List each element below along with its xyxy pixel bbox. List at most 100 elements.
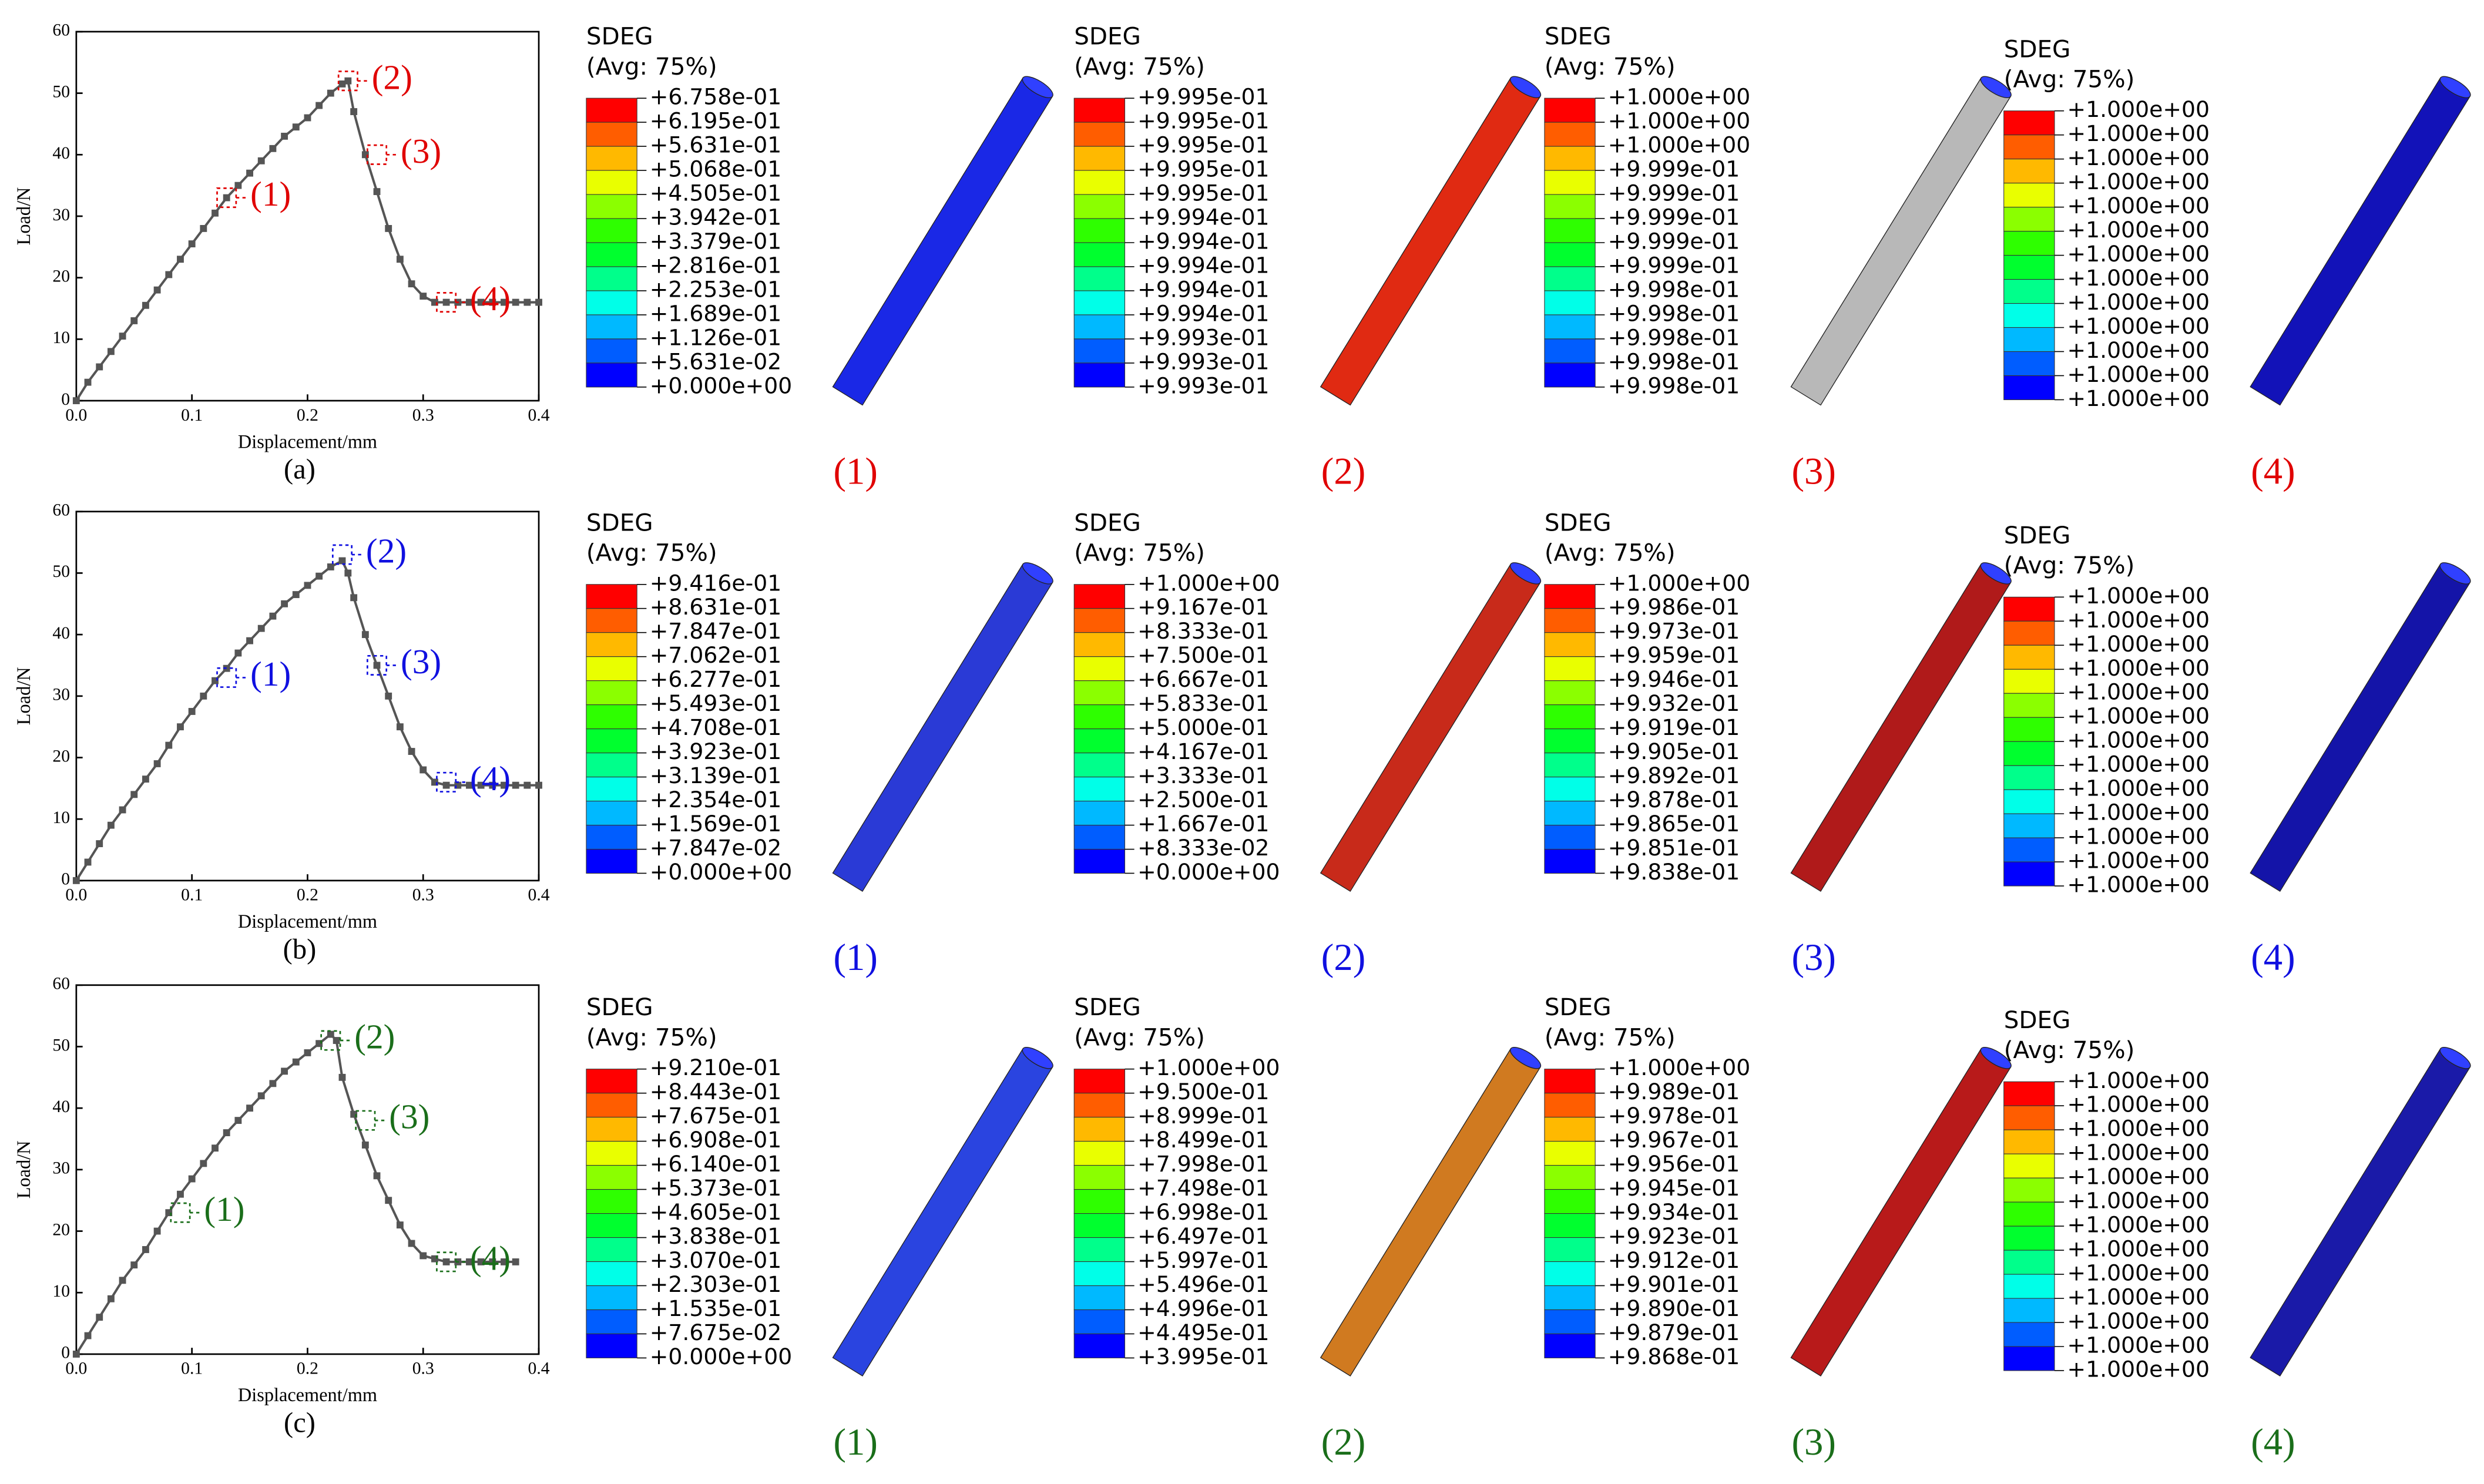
data-marker: [246, 169, 253, 177]
legend-swatch: [1073, 777, 1126, 802]
legend-level: +9.956e-01: [1608, 1151, 1740, 1177]
y-tick-label: 60: [52, 501, 70, 520]
data-marker: [142, 775, 149, 783]
legend-level: +1.000e+00: [1137, 570, 1280, 596]
data-marker: [408, 748, 415, 755]
legend-level: +5.000e-01: [1137, 714, 1270, 740]
data-marker: [200, 224, 207, 232]
legend-swatch: [1073, 362, 1126, 388]
legend-level: +1.000e+00: [2067, 679, 2210, 705]
legend-swatch: [2003, 1153, 2055, 1179]
y-tick-label: 10: [52, 328, 70, 347]
data-marker: [315, 102, 323, 109]
legend-swatch: [1073, 704, 1126, 730]
legend-level: +4.708e-01: [650, 714, 782, 740]
legend-title: SDEG: [2004, 1006, 2071, 1034]
data-marker: [188, 1175, 196, 1183]
y-tick-label: 20: [52, 1220, 70, 1239]
panel-label: (4): [2251, 450, 2295, 492]
legend-level: +6.998e-01: [1137, 1199, 1270, 1225]
data-marker: [292, 591, 300, 599]
legend-level: +5.496e-01: [1137, 1271, 1270, 1297]
legend-level: +1.667e-01: [1137, 811, 1270, 837]
legend-level: +9.999e-01: [1608, 229, 1740, 254]
legend-level: +1.000e+00: [2067, 313, 2210, 339]
legend-swatch: [1544, 290, 1596, 315]
legend-level: +3.379e-01: [650, 229, 782, 254]
legend-swatch: [2003, 789, 2055, 814]
x-axis-label: Displacement/mm: [238, 911, 377, 932]
data-marker: [338, 557, 346, 565]
legend-level: +1.000e+00: [2067, 1332, 2210, 1358]
panel-label: (4): [2251, 936, 2295, 978]
legend-swatch: [1544, 170, 1596, 195]
data-marker: [338, 80, 346, 88]
legend-level: +9.890e-01: [1608, 1295, 1740, 1321]
legend-level: +6.667e-01: [1137, 666, 1270, 692]
legend-swatch: [2003, 303, 2055, 328]
tube-body: [832, 77, 1053, 406]
data-marker: [408, 280, 415, 288]
data-line: [75, 559, 539, 881]
legend-level: +4.495e-01: [1137, 1320, 1270, 1345]
data-marker: [292, 123, 300, 131]
legend-level: +1.000e+00: [2067, 1212, 2210, 1238]
legend-swatch: [586, 801, 637, 826]
legend-level: +1.000e+00: [1608, 1055, 1751, 1080]
legend-swatch: [2003, 159, 2055, 184]
x-axis-label: Displacement/mm: [238, 431, 377, 452]
legend-swatch: [586, 338, 637, 364]
legend-level: +1.535e-01: [650, 1295, 782, 1321]
legend-swatch: [1073, 1213, 1126, 1238]
legend-level: +9.998e-01: [1608, 324, 1740, 350]
legend-level: +1.000e+00: [1608, 132, 1751, 158]
legend-level: +2.354e-01: [650, 787, 782, 812]
data-marker: [212, 677, 219, 684]
legend-swatch: [1544, 1189, 1596, 1214]
data-marker: [200, 1160, 207, 1167]
y-tick-label: 40: [52, 1097, 70, 1116]
panel-label: (2): [1321, 1421, 1365, 1463]
data-marker: [431, 778, 438, 786]
x-tick-label: 0.4: [528, 886, 550, 905]
legend-level: +9.995e-01: [1137, 108, 1270, 134]
legend-swatch: [1073, 632, 1126, 657]
tube-body: [1790, 1048, 2012, 1376]
plot-frame: [75, 511, 540, 882]
legend-level: +9.993e-01: [1137, 348, 1270, 374]
y-tick-label: 10: [52, 808, 70, 827]
legend-title: SDEG: [586, 993, 653, 1021]
legend-level: +7.675e-01: [650, 1103, 782, 1129]
legend-level: +1.000e+00: [2067, 1140, 2210, 1166]
tube-cap: [2439, 1047, 2471, 1069]
legend-level: +2.303e-01: [650, 1271, 782, 1297]
legend-swatch: [586, 1141, 637, 1166]
legend-title: SDEG: [1545, 993, 1612, 1021]
legend-title: SDEG: [2004, 521, 2071, 549]
legend-level: +1.000e+00: [2067, 583, 2210, 609]
legend-swatch: [1544, 1213, 1596, 1238]
annotation-label: (3): [389, 1097, 429, 1136]
legend-level: +5.373e-01: [650, 1175, 782, 1201]
legend-level: +4.505e-01: [650, 180, 782, 206]
data-marker: [373, 1172, 381, 1180]
tube-cap: [1022, 76, 1053, 98]
data-marker: [246, 1104, 253, 1112]
data-marker: [431, 1255, 438, 1263]
legend-swatch: [1073, 146, 1126, 171]
legend-level: +1.000e+00: [2067, 361, 2210, 387]
data-marker: [477, 298, 485, 306]
x-tick-label: 0.0: [65, 406, 87, 425]
annotation-label: (4): [470, 759, 511, 798]
legend-swatch: [2003, 693, 2055, 718]
legend-level: +8.443e-01: [650, 1079, 782, 1104]
data-marker: [96, 363, 103, 371]
legend-swatch: [586, 362, 637, 388]
legend-level: +9.923e-01: [1608, 1223, 1740, 1249]
panel-label: (3): [1791, 450, 1835, 492]
legend-swatch: [1544, 632, 1596, 657]
legend-swatch: [586, 1333, 637, 1358]
legend-swatch: [1073, 656, 1126, 681]
data-marker: [119, 333, 126, 340]
